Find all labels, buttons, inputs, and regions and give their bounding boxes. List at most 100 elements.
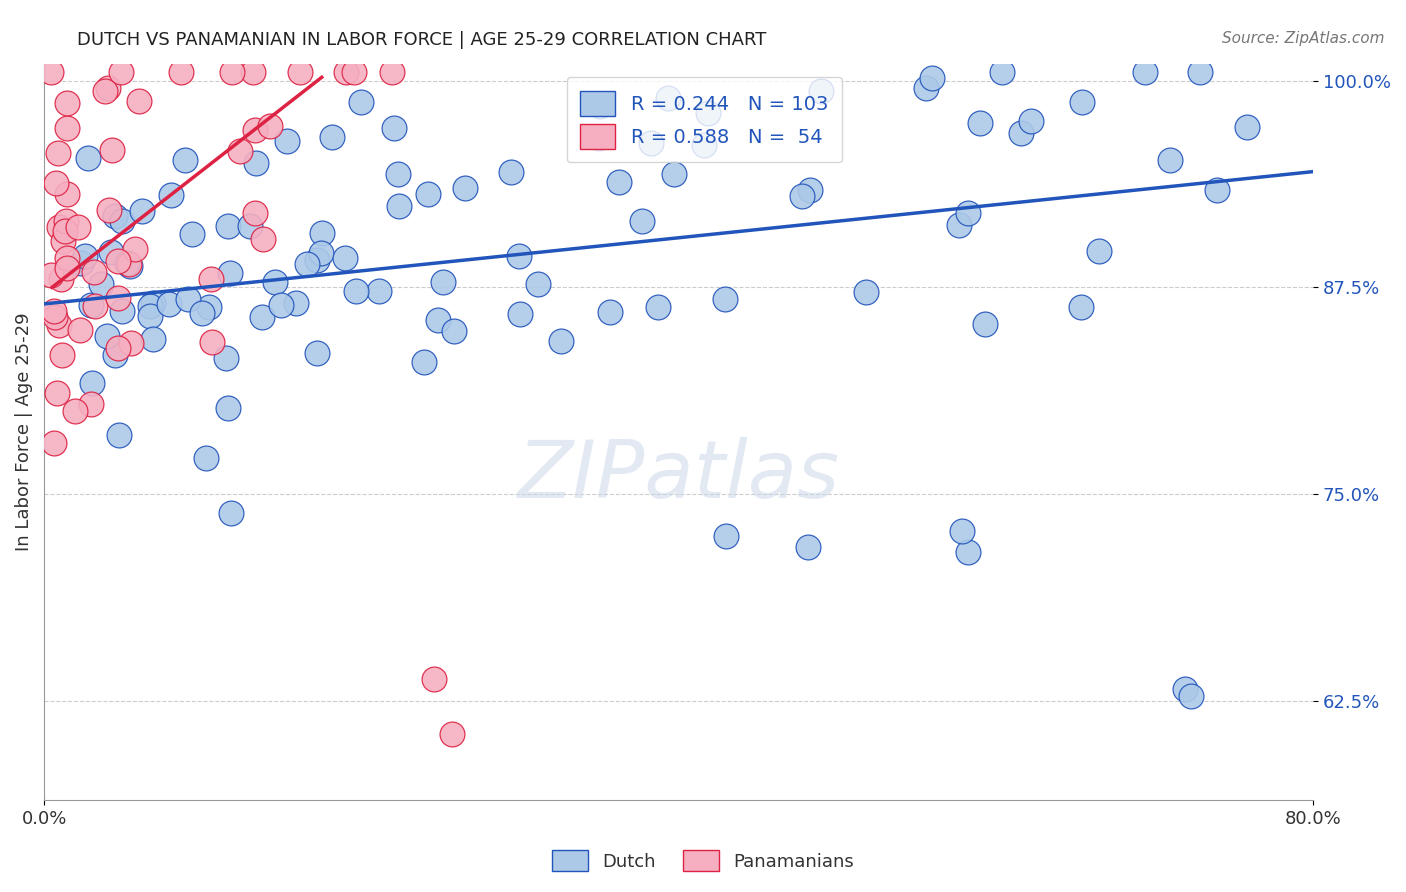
Point — [1236, 120, 1258, 134]
Point — [107, 253, 129, 268]
Point — [1088, 244, 1111, 258]
Point — [198, 300, 221, 314]
Point — [48, 219, 70, 234]
Point — [107, 291, 129, 305]
Point — [228, 144, 250, 158]
Point — [588, 131, 610, 145]
Point — [221, 65, 243, 79]
Point — [73, 249, 96, 263]
Point — [39, 268, 62, 282]
Legend: R = 0.244   N = 103, R = 0.588   N =  54: R = 0.244 N = 103, R = 0.588 N = 54 — [567, 78, 842, 162]
Point — [1010, 126, 1032, 140]
Point — [1070, 300, 1092, 314]
Point — [118, 259, 141, 273]
Point — [381, 65, 404, 79]
Point — [51, 348, 73, 362]
Point — [131, 203, 153, 218]
Point — [84, 299, 107, 313]
Point — [416, 187, 439, 202]
Point — [48, 318, 70, 332]
Point — [307, 253, 329, 268]
Point — [309, 245, 332, 260]
Point — [427, 313, 450, 327]
Point — [288, 65, 311, 79]
Point — [157, 297, 180, 311]
Point — [111, 303, 134, 318]
Point — [66, 220, 89, 235]
Point — [82, 376, 104, 391]
Point — [1180, 689, 1202, 703]
Point — [1174, 682, 1197, 697]
Point — [201, 334, 224, 349]
Point — [1159, 153, 1181, 167]
Point — [1205, 183, 1227, 197]
Point — [243, 205, 266, 219]
Point — [56, 252, 79, 266]
Point — [46, 145, 69, 160]
Point — [527, 277, 550, 291]
Point — [335, 252, 357, 266]
Point — [387, 167, 409, 181]
Point — [160, 188, 183, 202]
Point — [295, 257, 318, 271]
Point — [94, 84, 117, 98]
Point — [1188, 65, 1211, 79]
Point — [662, 168, 685, 182]
Point — [107, 341, 129, 355]
Point — [1019, 114, 1042, 128]
Point — [796, 540, 818, 554]
Point — [56, 121, 79, 136]
Point — [589, 99, 612, 113]
Point — [1133, 65, 1156, 79]
Point — [56, 261, 79, 276]
Y-axis label: In Labor Force | Age 25-29: In Labor Force | Age 25-29 — [15, 313, 32, 551]
Point — [96, 329, 118, 343]
Point — [640, 136, 662, 151]
Point — [108, 428, 131, 442]
Point — [284, 296, 307, 310]
Point — [76, 152, 98, 166]
Point — [176, 293, 198, 307]
Point — [969, 116, 991, 130]
Point — [501, 164, 523, 178]
Point — [956, 206, 979, 220]
Point — [49, 271, 72, 285]
Point — [190, 305, 212, 319]
Point — [599, 305, 621, 319]
Point — [39, 65, 62, 79]
Point — [697, 106, 720, 120]
Point — [115, 255, 138, 269]
Point — [1071, 95, 1094, 110]
Point — [713, 292, 735, 306]
Point — [344, 284, 367, 298]
Point — [111, 214, 134, 228]
Point — [243, 122, 266, 136]
Text: DUTCH VS PANAMANIAN IN LABOR FORCE | AGE 25-29 CORRELATION CHART: DUTCH VS PANAMANIAN IN LABOR FORCE | AGE… — [77, 31, 766, 49]
Point — [97, 81, 120, 95]
Point — [69, 323, 91, 337]
Point — [957, 545, 980, 559]
Point — [104, 348, 127, 362]
Point — [52, 234, 75, 248]
Point — [42, 303, 65, 318]
Point — [948, 218, 970, 232]
Point — [921, 70, 943, 85]
Point — [321, 129, 343, 144]
Point — [382, 121, 405, 136]
Point — [657, 91, 679, 105]
Point — [219, 266, 242, 280]
Point — [55, 213, 77, 227]
Point — [70, 256, 93, 270]
Point — [252, 232, 274, 246]
Point — [142, 332, 165, 346]
Point — [128, 94, 150, 108]
Point — [45, 386, 67, 401]
Point — [124, 242, 146, 256]
Point — [195, 450, 218, 465]
Point — [120, 335, 142, 350]
Point — [810, 85, 832, 99]
Point — [413, 355, 436, 369]
Point — [170, 65, 193, 79]
Point — [432, 276, 454, 290]
Point — [83, 264, 105, 278]
